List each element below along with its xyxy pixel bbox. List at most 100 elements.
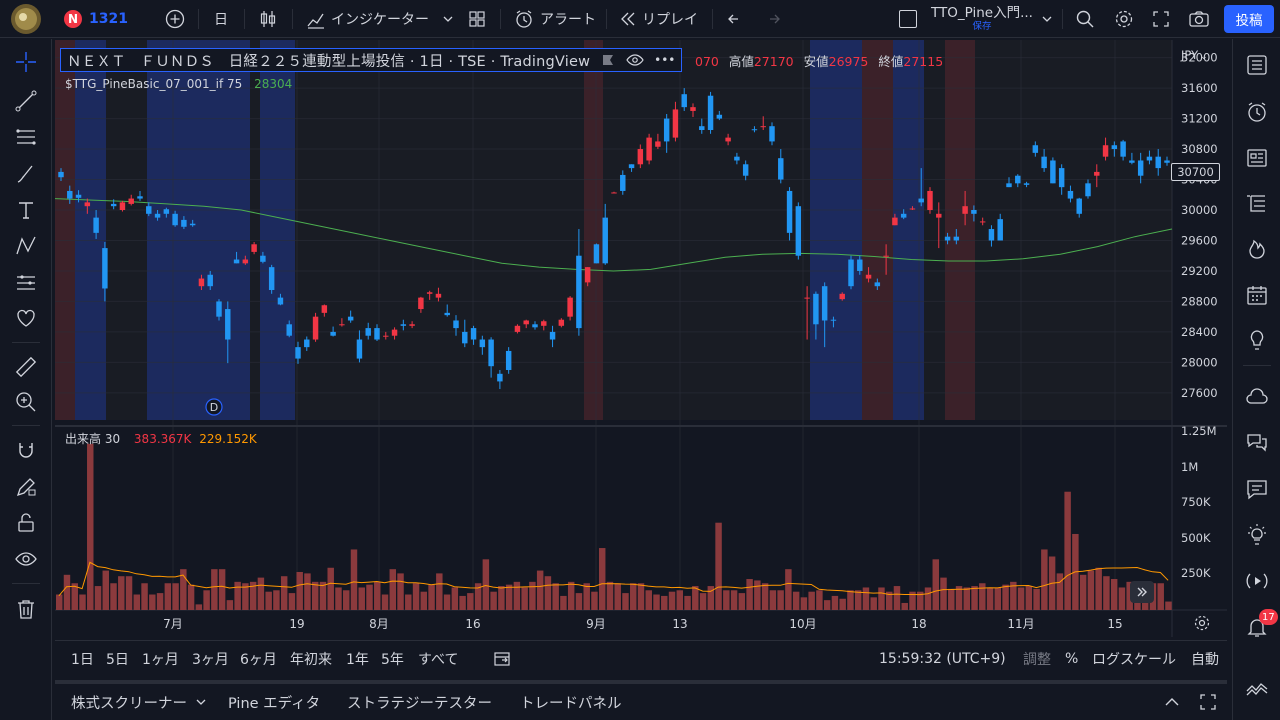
object-tree-button[interactable]: [1239, 185, 1275, 221]
candle-body: [602, 217, 608, 264]
indicators-button[interactable]: インジケーター: [306, 0, 429, 38]
range-button[interactable]: 3ヶ月: [192, 652, 229, 668]
text-tool[interactable]: [8, 192, 44, 228]
volume-bar: [1041, 549, 1048, 610]
broadcast-button[interactable]: [1239, 563, 1275, 599]
indicator-legend[interactable]: $TTG_PineBasic_07_001_if 75 28304: [65, 77, 292, 91]
logo-icon[interactable]: [10, 0, 42, 38]
tab-trade-panel[interactable]: トレードパネル: [520, 695, 622, 712]
messages-button[interactable]: [1239, 471, 1275, 507]
layout-checkbox[interactable]: [899, 0, 917, 38]
eye-icon[interactable]: [626, 54, 644, 66]
layers-list-icon: [1247, 195, 1265, 212]
symbol-legend[interactable]: ＮＥＸＴ ＦＵＮＤＳ 日経２２５連動型上場投信 · 1日 · TSE · Tra…: [60, 48, 683, 72]
ruler-tool[interactable]: [8, 349, 44, 385]
chart-settings-button[interactable]: [1193, 614, 1211, 636]
crosshair-tool[interactable]: [8, 44, 44, 80]
redo-button[interactable]: [762, 0, 782, 38]
range-button[interactable]: 1年: [346, 652, 369, 668]
layouts-button[interactable]: [468, 0, 486, 38]
alerts-button[interactable]: アラート: [514, 0, 596, 38]
flag-icon[interactable]: [602, 54, 614, 66]
pattern-tool[interactable]: [8, 228, 44, 264]
range-button[interactable]: すべて: [418, 652, 459, 668]
symbol-search[interactable]: N 1321: [64, 0, 128, 38]
range-button[interactable]: 1日: [71, 652, 94, 668]
publish-button[interactable]: 投稿: [1224, 5, 1274, 33]
chevron-down-icon[interactable]: [442, 0, 454, 38]
collapse-panel-button[interactable]: [1163, 684, 1181, 720]
candle-body: [944, 236, 951, 241]
volume-bar: [591, 591, 598, 610]
more-icon[interactable]: •••: [654, 53, 676, 67]
favorites-tool[interactable]: [8, 300, 44, 336]
compare-add-button[interactable]: [165, 0, 185, 38]
chart-canvas[interactable]: D 32000316003120030800304003000029600292…: [55, 40, 1227, 637]
clock[interactable]: 15:59:32 (UTC+9): [879, 651, 1006, 667]
candle-body: [251, 244, 257, 252]
draw-lock-tool[interactable]: [8, 469, 44, 505]
range-button[interactable]: 年初来: [290, 652, 332, 668]
alerts-panel-button[interactable]: [1239, 94, 1275, 130]
range-button[interactable]: 5年: [381, 652, 404, 668]
volume-bar: [567, 581, 575, 610]
streams-button[interactable]: [1239, 424, 1275, 460]
undo-button[interactable]: [726, 0, 746, 38]
tips-button[interactable]: [1239, 517, 1275, 553]
maximize-panel-button[interactable]: [1199, 684, 1217, 720]
percent-toggle[interactable]: %: [1065, 651, 1079, 667]
news-button[interactable]: [1239, 140, 1275, 176]
watchlist-button[interactable]: [1239, 47, 1275, 83]
tab-strategy-tester[interactable]: ストラテジーテスター: [347, 695, 492, 712]
brush-tool[interactable]: [8, 156, 44, 192]
candle-body: [137, 196, 143, 199]
trading-panel-button[interactable]: [1239, 669, 1275, 705]
range-button[interactable]: 1ヶ月: [142, 652, 179, 668]
interval-button[interactable]: 日: [214, 12, 228, 28]
currency-selector[interactable]: JPY ⌄: [1181, 48, 1208, 62]
search-button[interactable]: [1075, 0, 1095, 38]
time-label: 11月: [1007, 617, 1034, 631]
tab-pine-editor[interactable]: Pine エディタ: [228, 695, 321, 712]
candle-body: [400, 324, 407, 326]
zoom-tool[interactable]: [8, 384, 44, 420]
delete-tool[interactable]: [8, 591, 44, 627]
hotlists-button[interactable]: [1239, 231, 1275, 267]
replay-button[interactable]: リプレイ: [618, 0, 698, 38]
crosshair-icon: [16, 52, 36, 72]
fullscreen-button[interactable]: [1152, 0, 1170, 38]
tab-stock-screener[interactable]: 株式スクリーナー: [71, 684, 207, 720]
goto-date-button[interactable]: [493, 641, 511, 677]
volume-legend[interactable]: 出来高 30 383.367K 229.152K: [65, 430, 257, 447]
auto-scale-toggle[interactable]: 自動: [1191, 652, 1219, 668]
adjust-toggle[interactable]: 調整: [1023, 652, 1051, 668]
symbol-title: ＮＥＸＴ ＦＵＮＤＳ 日経２２５連動型上場投信 · 1日 · TSE · Tra…: [67, 53, 591, 70]
hide-tool[interactable]: [8, 541, 44, 577]
lock-tool[interactable]: [8, 505, 44, 541]
chart-type-button[interactable]: [258, 0, 278, 38]
chart-area[interactable]: D 32000316003120030800304003000029600292…: [55, 40, 1227, 637]
scroll-right-button[interactable]: [1130, 581, 1154, 603]
calendar-button[interactable]: [1239, 277, 1275, 313]
settings-button[interactable]: [1114, 0, 1134, 38]
bottom-panel-tabs: 株式スクリーナー Pine エディタ ストラテジーテスター トレードパネル: [55, 680, 1227, 720]
notifications-button[interactable]: 17: [1239, 609, 1278, 645]
magnet-tool[interactable]: [8, 433, 44, 469]
volume-bar: [443, 594, 451, 610]
candle-body: [356, 339, 363, 359]
trend-line-tool[interactable]: [8, 83, 44, 119]
fib-tool[interactable]: [8, 119, 44, 155]
prediction-tool[interactable]: [8, 265, 44, 301]
range-button[interactable]: 6ヶ月: [240, 652, 277, 668]
layout-menu-chevron-icon[interactable]: [1041, 0, 1053, 38]
candle-body: [163, 209, 170, 214]
range-button[interactable]: 5日: [106, 652, 129, 668]
layout-name-button[interactable]: TTO_Pine入門... 保存: [930, 0, 1034, 38]
volume-bar: [428, 584, 435, 610]
snapshot-button[interactable]: [1188, 0, 1210, 38]
volume-axis-label: 250K: [1181, 566, 1211, 580]
volume-bar: [684, 595, 691, 610]
chats-button[interactable]: [1239, 379, 1275, 415]
log-scale-toggle[interactable]: ログスケール: [1092, 652, 1176, 668]
ideas-button[interactable]: [1239, 322, 1275, 358]
